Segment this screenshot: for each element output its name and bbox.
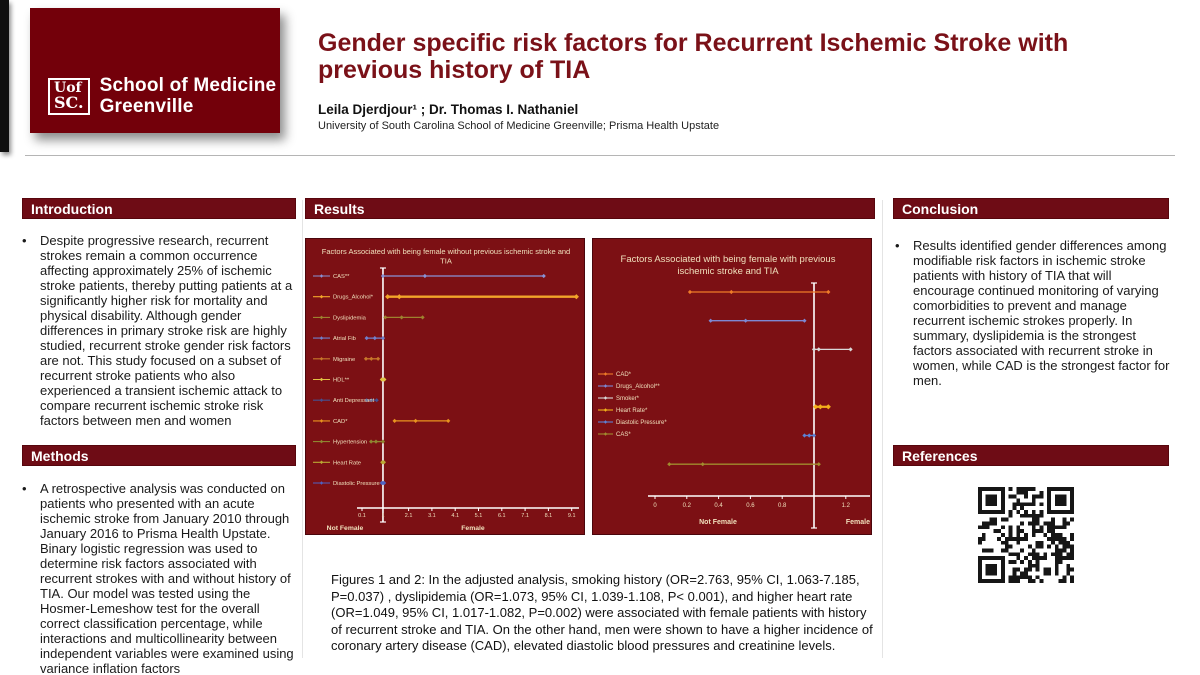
svg-text:CAS**: CAS** <box>333 274 350 280</box>
conclusion-body: • Results identified gender differences … <box>895 238 1175 388</box>
svg-text:0.2: 0.2 <box>683 503 692 509</box>
svg-text:Drugs_Alcohol**: Drugs_Alcohol** <box>616 384 660 390</box>
legend-entry: Diastolic Pressure <box>313 481 380 487</box>
svg-text:0: 0 <box>653 503 657 509</box>
introduction-body: • Despite progressive research, recurren… <box>22 233 300 428</box>
svg-text:Female: Female <box>846 519 870 526</box>
svg-text:TIA: TIA <box>440 257 452 266</box>
column-divider-left <box>302 200 303 658</box>
legend-entry: Dyslipidemia <box>313 315 367 321</box>
svg-text:Anti Depressant: Anti Depressant <box>333 398 375 404</box>
svg-text:5.1: 5.1 <box>475 513 483 519</box>
svg-text:Heart Rate: Heart Rate <box>333 460 361 466</box>
logo-badge-bottom: SC. <box>54 92 84 112</box>
forest-series <box>379 480 387 486</box>
svg-text:9.1: 9.1 <box>568 513 576 519</box>
header-divider <box>25 155 1175 156</box>
introduction-section-header: Introduction <box>22 198 296 219</box>
authors-line: Leila Djerdjour¹ ; Dr. Thomas I. Nathani… <box>318 102 579 117</box>
bullet: • <box>22 481 27 496</box>
column-divider-right <box>882 200 883 658</box>
svg-text:1.2: 1.2 <box>842 503 851 509</box>
legend-entry: Heart Rate <box>313 460 361 466</box>
axis-group-labels: Not Female Female <box>699 519 870 526</box>
svg-text:3.1: 3.1 <box>428 513 436 519</box>
svg-text:Diastolic Pressure: Diastolic Pressure <box>333 481 380 487</box>
references-section-header: References <box>893 445 1169 466</box>
svg-text:2.1: 2.1 <box>405 513 413 519</box>
svg-text:0.6: 0.6 <box>746 503 755 509</box>
svg-text:CAS*: CAS* <box>616 432 631 438</box>
figure-2-forest-plot: Factors Associated with being female wit… <box>592 238 872 535</box>
legend-entry: Hypertension <box>313 440 367 446</box>
forest-series <box>380 460 387 465</box>
chart-title: Factors Associated with being female wit… <box>322 247 570 266</box>
svg-text:CAD*: CAD* <box>616 372 632 378</box>
svg-text:8.1: 8.1 <box>545 513 553 519</box>
svg-text:Atrial Fib: Atrial Fib <box>333 336 356 342</box>
axis-group-labels: Not Female Female <box>327 525 485 532</box>
svg-text:ischemic stroke and TIA: ischemic stroke and TIA <box>677 266 779 277</box>
uofsc-logo-badge: Uof SC. <box>48 77 90 115</box>
references-qr-code <box>978 487 1074 583</box>
svg-text:CAD*: CAD* <box>333 419 348 425</box>
logo-org-line2: Greenville <box>99 96 194 117</box>
svg-text:Not Female: Not Female <box>327 525 364 532</box>
forest-series <box>802 433 817 438</box>
methods-text: A retrospective analysis was conducted o… <box>40 481 294 675</box>
svg-text:7.1: 7.1 <box>521 513 529 519</box>
logo-org-name: School of Medicine Greenville <box>100 75 277 117</box>
chart-title: Factors Associated with being female wit… <box>621 254 836 277</box>
methods-section-header: Methods <box>22 445 296 466</box>
bullet: • <box>895 238 900 253</box>
svg-text:Factors Associated with being: Factors Associated with being female wit… <box>322 247 570 256</box>
forest-series <box>379 377 387 382</box>
svg-text:Not Female: Not Female <box>699 519 737 526</box>
svg-text:4.1: 4.1 <box>451 513 459 519</box>
introduction-text: Despite progressive research, recurrent … <box>40 233 293 428</box>
conclusion-text: Results identified gender differences am… <box>913 238 1170 388</box>
svg-text:Migraine: Migraine <box>333 357 355 363</box>
svg-text:Hypertension: Hypertension <box>333 440 367 446</box>
poster-title: Gender specific risk factors for Recurre… <box>318 29 1069 84</box>
legend-entry: CAS** <box>313 274 350 280</box>
svg-text:0.1: 0.1 <box>358 513 366 519</box>
reference-line <box>379 267 386 523</box>
logo-org-line1: School of Medicine <box>99 75 277 96</box>
affiliation-line: University of South Carolina School of M… <box>318 120 720 132</box>
left-edge-bar <box>0 0 9 152</box>
legend-entry: HDL** <box>313 378 350 384</box>
results-section-header: Results <box>305 198 875 219</box>
x-axis: 0 0.2 0.4 0.6 0.8 1.2 <box>648 495 870 509</box>
forest-series <box>687 289 831 295</box>
svg-text:HDL**: HDL** <box>333 378 350 384</box>
forest-series <box>380 273 546 279</box>
svg-text:Drugs_Alcohol*: Drugs_Alcohol* <box>333 295 374 301</box>
svg-text:6.1: 6.1 <box>498 513 506 519</box>
legend-entry: Anti Depressant <box>313 398 375 404</box>
university-logo: Uof SC. School of Medicine Greenville <box>30 8 280 133</box>
forest-series <box>385 294 579 300</box>
svg-text:Diastolic Pressure*: Diastolic Pressure* <box>616 420 667 426</box>
svg-text:Female: Female <box>461 525 485 532</box>
svg-text:0.4: 0.4 <box>714 503 723 509</box>
conclusion-section-header: Conclusion <box>893 198 1169 219</box>
legend-entry: CAD* <box>313 419 348 425</box>
methods-body: • A retrospective analysis was conducted… <box>22 481 300 675</box>
svg-text:0.8: 0.8 <box>778 503 787 509</box>
legend-entry: Atrial Fib <box>313 336 356 342</box>
svg-text:Smoker*: Smoker* <box>616 396 640 402</box>
figure-caption: Figures 1 and 2: In the adjusted analysi… <box>331 572 873 653</box>
bullet: • <box>22 233 27 248</box>
x-axis: 0.1 1 2.1 3.1 4.1 5.1 6.1 7.1 8.1 9.1 <box>357 507 579 519</box>
svg-text:Factors Associated with being: Factors Associated with being female wit… <box>621 254 836 265</box>
figure-1-forest-plot: Factors Associated with being female wit… <box>305 238 585 535</box>
svg-text:Dyslipidemia: Dyslipidemia <box>333 315 367 321</box>
svg-text:Heart Rate*: Heart Rate* <box>616 408 648 414</box>
logo-badge-top: Uof <box>54 79 82 96</box>
reference-line <box>811 282 817 529</box>
svg-text:1: 1 <box>381 513 384 519</box>
